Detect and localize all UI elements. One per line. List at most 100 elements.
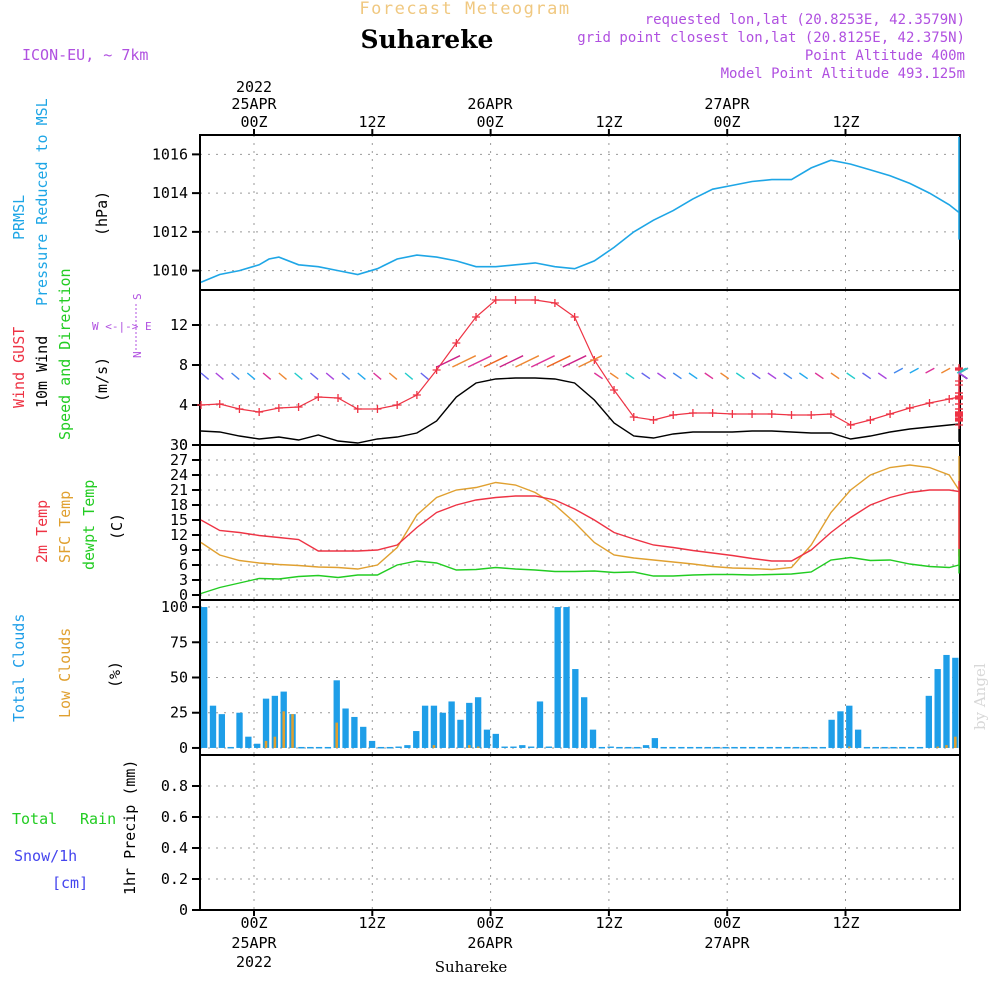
top-tick-1: 00Z [240,113,267,131]
total-cloud-bar [227,746,234,749]
total-cloud-bar [881,746,888,749]
top-tick-3: 00Z [476,113,503,131]
total-cloud-bar [907,746,915,749]
top-date-3: 27APR [704,95,750,113]
low-cloud-bar [945,745,948,748]
wind-dir-arrow [609,372,619,380]
gust-marker [955,405,963,413]
low-cloud-bar [335,722,338,748]
gust-marker [905,404,914,412]
gust-marker [866,416,875,424]
wind-dir-arrow [783,372,793,380]
wind-dir-arrow [388,372,398,380]
label-prmsl-desc: Pressure Reduced to MSL [33,98,51,306]
total-cloud-bar [899,746,906,749]
gust-marker [570,313,579,321]
total-cloud-bar [660,746,667,749]
wind-dir-arrow [925,367,935,374]
label-dew: dewpt Temp [80,480,98,570]
total-cloud-bar [837,711,844,748]
ytick-label-2-10: 30 [170,436,188,454]
label-temp-unit: (C) [108,513,126,540]
low-cloud-bar [936,746,939,748]
low-cloud-bar [432,745,436,748]
wind-dir-arrow [515,355,540,368]
ytick-label-4-2: 0.4 [161,839,188,857]
total-cloud-bar [925,695,932,748]
label-wind: 10m Wind [33,336,51,408]
wind-dir-arrow [452,355,477,368]
ytick-label-2-6: 18 [170,496,188,514]
panel-labels: PRMSL Pressure Reduced to MSL (hPa) Wind… [10,98,152,895]
total-cloud-bar [554,607,561,748]
total-cloud-bar [315,746,323,749]
total-cloud-bar [448,701,455,748]
total-cloud-bar [519,745,526,748]
total-cloud-bar [536,701,544,748]
low-cloud-bar [468,745,471,748]
total-cloud-bar [731,746,738,749]
gust-marker [787,411,796,419]
wind-dir-arrow [373,372,382,380]
label-gust: Wind GUST [10,327,28,408]
wind-dir-arrow [530,355,555,368]
wind-dir-arrow [767,372,777,380]
wind-dir-arrow [798,372,809,380]
ytick-label-2-1: 3 [179,571,188,589]
total-cloud-bar [457,719,464,748]
wind-dir-arrow [814,372,824,380]
title-top: Forecast Meteogram [359,0,570,19]
ytick-label-2-0: 0 [179,586,188,604]
wind-dir-arrow [309,372,319,380]
total-cloud-bar [201,607,208,748]
total-cloud-bar [943,654,950,748]
wind-dir-arrow [958,367,969,374]
label-wind-unit: (m/s) [93,357,111,402]
top-tick-2: 12Z [358,113,385,131]
wind-dir-arrow [862,372,872,380]
total-cloud-bar [828,719,835,748]
gust-marker [235,405,244,413]
wind-dir-arrow [325,372,335,380]
wind-dir-arrow [246,372,256,380]
total-cloud-bar [766,746,773,749]
label-snow-unit: [cm] [52,874,88,892]
total-cloud-bar [545,746,552,748]
bottom-year: 2022 [236,953,272,971]
total-cloud-bar [740,746,747,749]
total-cloud-bar [386,746,393,749]
wind-dir-arrow [830,372,840,380]
wind-dir-arrow [357,372,366,380]
total-cloud-bar [298,746,305,749]
wind-dir-arrow [404,372,414,380]
pressure-line [200,136,960,284]
compass-s: S [131,293,144,300]
total-cloud-bar [872,746,879,749]
wind-dir-arrow [956,367,967,374]
low-cloud-bar [848,746,851,748]
total-cloud-bar [625,746,632,749]
total-cloud-bar [801,746,809,749]
total-cloud-bar [342,708,349,748]
gust-marker [491,296,500,304]
gust-marker [728,410,737,418]
total-cloud-bar [483,729,491,748]
total-cloud-bar [395,746,402,748]
wind-dir-arrow [877,372,887,380]
gust-marker [215,400,224,408]
wind-dir-arrow [735,372,745,380]
total-cloud-bar [404,745,411,748]
bottom-date-2: 26APR [467,934,513,952]
wind-dir-arrow [562,355,587,368]
ytick-label-2-4: 12 [170,526,188,544]
total-cloud-bar [863,746,871,749]
total-cloud-bar [236,712,243,748]
gust-marker [353,405,362,413]
gust-marker [255,408,264,416]
closest-lonlat: grid point closest lon,lat (20.8125E, 42… [577,30,965,46]
total-cloud-bar [589,729,597,748]
low-cloud-bar [954,736,957,748]
total-cloud-bar [324,746,332,749]
low-cloud-bar [282,711,285,748]
total-cloud-bar [722,746,729,749]
